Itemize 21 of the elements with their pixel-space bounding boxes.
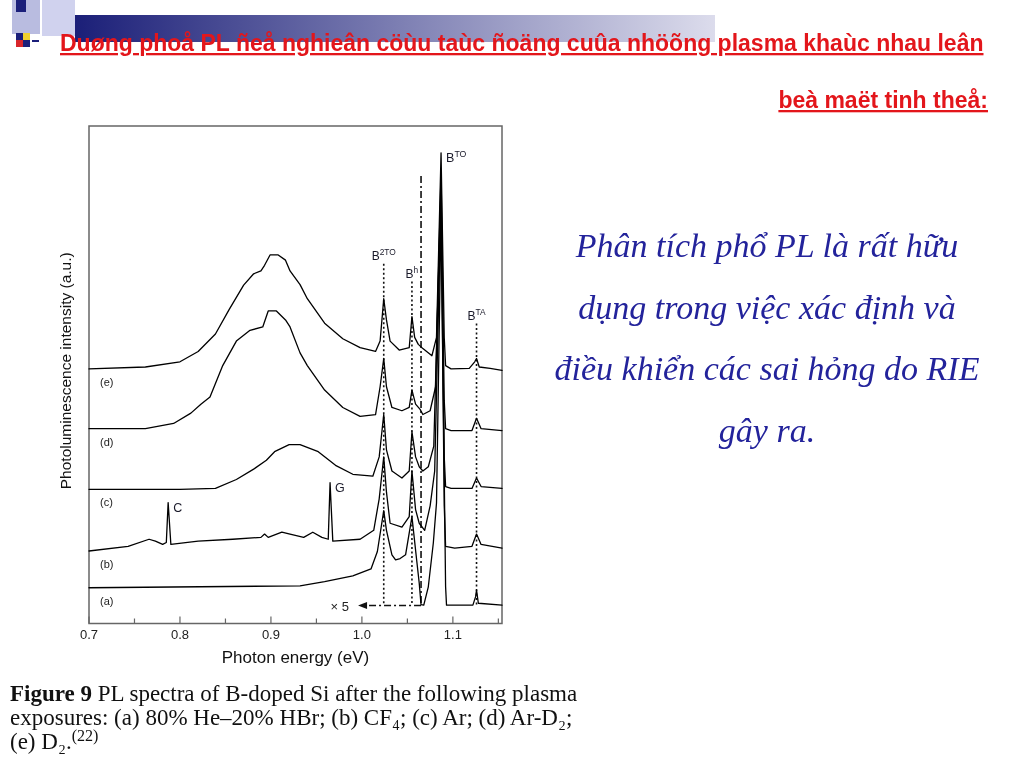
series-label: (b) [100, 558, 114, 571]
x-tick-label: 0.9 [261, 626, 280, 642]
series-label: (e) [100, 375, 114, 388]
x-tick-label: 1.0 [352, 626, 371, 642]
annotation: × 5 [330, 598, 350, 614]
caption: Figure 9 PL spectra of B-doped Si after the following plasma exposures: (a) 80% He–20% HBr; (b) CF₄; (c) Ar; (d) Ar-D₂; (e) D₂.$^{(22)}$ [10, 681, 578, 754]
text: Phân tích phổ PL là rất hữu dụng trong việc xác định và điều khiển các sai hỏng do RIE gây ra. [554, 227, 980, 450]
ref-line-label: B$^{2TO}$ [371, 246, 397, 263]
annotation: G [335, 480, 345, 495]
annotation: C [173, 500, 183, 515]
ref-line-label: B$^{h}$ [405, 264, 419, 281]
y-axis-title: Photoluminescence intensity (a.u.) [57, 252, 74, 490]
annotation: B$^{TO}$ [446, 148, 467, 165]
ref-line-label: B$^{TA}$ [467, 306, 486, 323]
series-label: (d) [100, 435, 114, 448]
x-tick-label: 0.8 [170, 626, 190, 642]
series-label: (c) [100, 496, 113, 509]
x-tick-label: 0.7 [79, 626, 99, 642]
series-label: (a) [100, 594, 114, 607]
x-axis-title: Photon energy (eV) [221, 648, 370, 667]
x-tick-label: 1.1 [443, 626, 462, 642]
